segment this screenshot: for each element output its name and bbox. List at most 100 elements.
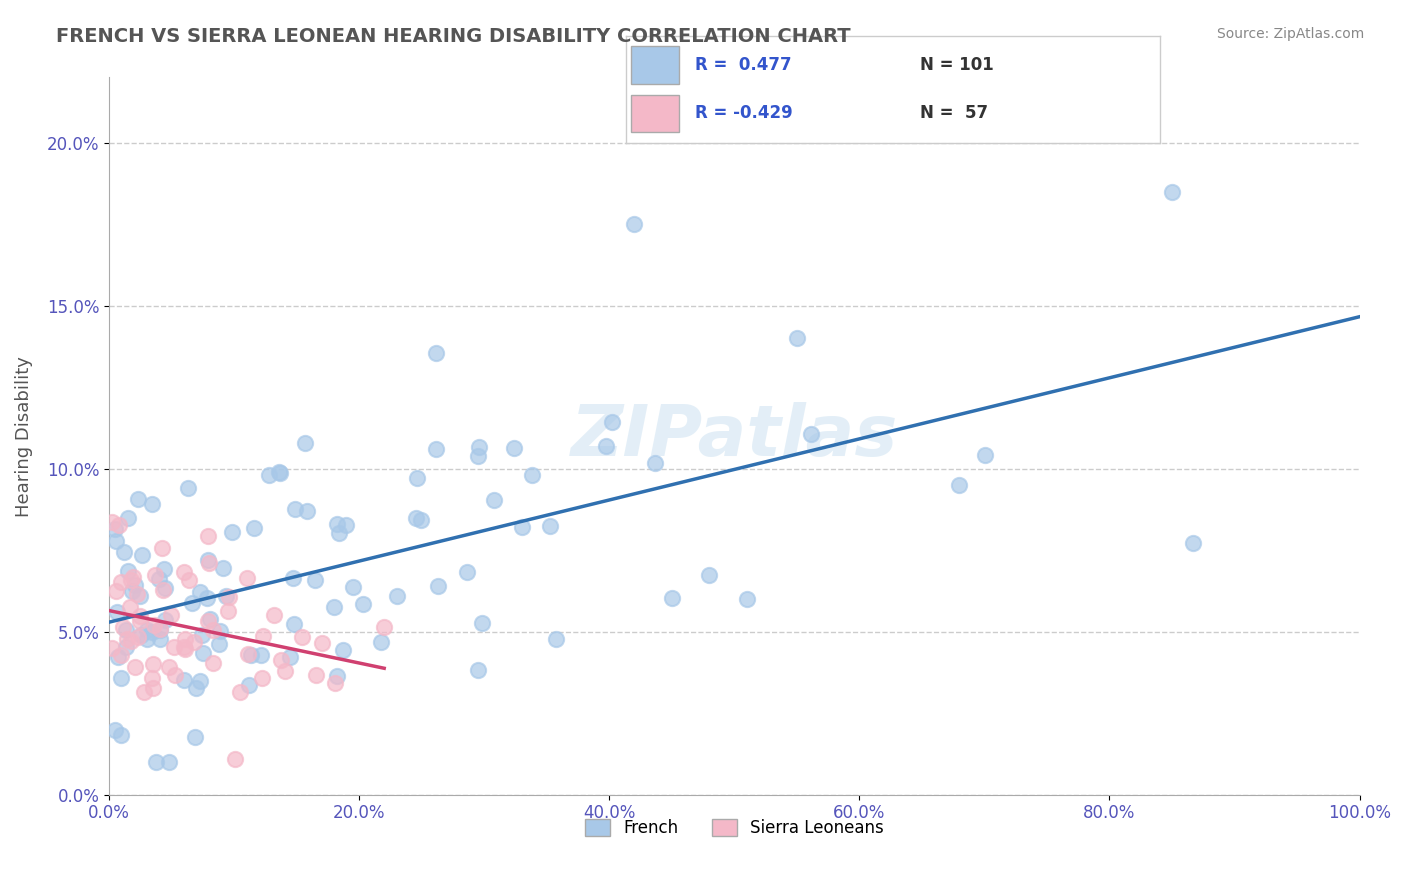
Point [218, 591, 240, 605]
Point [328, 525, 350, 540]
Point [281, 571, 304, 585]
Text: ZIPatlas: ZIPatlas [571, 401, 898, 471]
Point [520, 467, 543, 482]
Point [503, 441, 526, 455]
Bar [631, 95, 679, 132]
Point [145, 755, 167, 769]
Point [236, 571, 259, 585]
Point [112, 545, 135, 559]
Text: N = 101: N = 101 [920, 55, 993, 73]
Point [184, 730, 207, 744]
Point [120, 634, 142, 648]
Point [304, 573, 326, 587]
Point [373, 620, 395, 634]
Point [149, 624, 172, 638]
Point [173, 673, 195, 687]
Point [352, 597, 374, 611]
Point [173, 565, 195, 579]
Point [118, 600, 141, 615]
Point [411, 512, 433, 526]
Point [197, 591, 219, 606]
Point [305, 667, 328, 681]
Point [208, 636, 231, 650]
Point [269, 466, 291, 480]
Point [157, 660, 180, 674]
Point [467, 663, 489, 677]
Point [800, 426, 823, 441]
Point [105, 606, 128, 620]
Point [104, 584, 127, 599]
Point [180, 596, 202, 610]
Point [125, 587, 148, 601]
Point [425, 442, 447, 456]
Point [295, 503, 318, 517]
Point [120, 573, 142, 587]
Point [121, 583, 143, 598]
Point [128, 609, 150, 624]
Point [468, 440, 491, 454]
Point [107, 517, 129, 532]
Point [129, 589, 152, 603]
Point [183, 635, 205, 649]
Point [142, 681, 165, 695]
Point [250, 671, 273, 685]
Point [117, 564, 139, 578]
Text: N =  57: N = 57 [920, 103, 987, 121]
Point [342, 580, 364, 594]
Point [311, 635, 333, 649]
Point [135, 623, 157, 637]
Point [110, 648, 132, 662]
Point [115, 640, 138, 655]
Point [699, 567, 721, 582]
Point [212, 561, 235, 575]
Point [163, 640, 186, 654]
Point [110, 671, 132, 685]
Point [153, 582, 176, 596]
Point [1161, 185, 1184, 199]
Point [197, 553, 219, 567]
Point [160, 608, 183, 623]
Point [510, 520, 533, 534]
Point [141, 671, 163, 685]
Point [332, 643, 354, 657]
Point [163, 668, 186, 682]
Point [152, 582, 174, 597]
Bar [631, 46, 679, 84]
Point [243, 521, 266, 535]
Point [124, 578, 146, 592]
Point [270, 653, 292, 667]
Point [661, 591, 683, 605]
Point [191, 646, 214, 660]
Point [148, 572, 170, 586]
Point [127, 491, 149, 506]
Point [107, 650, 129, 665]
Point [538, 519, 561, 533]
Point [197, 614, 219, 628]
Point [215, 589, 238, 603]
Point [115, 632, 138, 647]
Point [1181, 536, 1204, 550]
Point [467, 449, 489, 463]
Point [544, 632, 567, 646]
Legend: French, Sierra Leoneans: French, Sierra Leoneans [578, 813, 890, 844]
Text: FRENCH VS SIERRA LEONEAN HEARING DISABILITY CORRELATION CHART: FRENCH VS SIERRA LEONEAN HEARING DISABIL… [56, 27, 851, 45]
Point [136, 632, 159, 646]
Point [269, 465, 291, 479]
Point [284, 501, 307, 516]
Point [198, 612, 221, 626]
Point [129, 628, 152, 642]
Point [104, 723, 127, 737]
Point [290, 630, 312, 644]
Point [143, 567, 166, 582]
Point [131, 548, 153, 562]
Point [152, 562, 174, 576]
Text: R =  0.477: R = 0.477 [695, 55, 792, 73]
Point [141, 497, 163, 511]
Point [623, 217, 645, 231]
Point [122, 570, 145, 584]
Point [157, 755, 180, 769]
Point [141, 625, 163, 640]
Point [124, 660, 146, 674]
Point [786, 331, 808, 345]
Point [221, 524, 243, 539]
